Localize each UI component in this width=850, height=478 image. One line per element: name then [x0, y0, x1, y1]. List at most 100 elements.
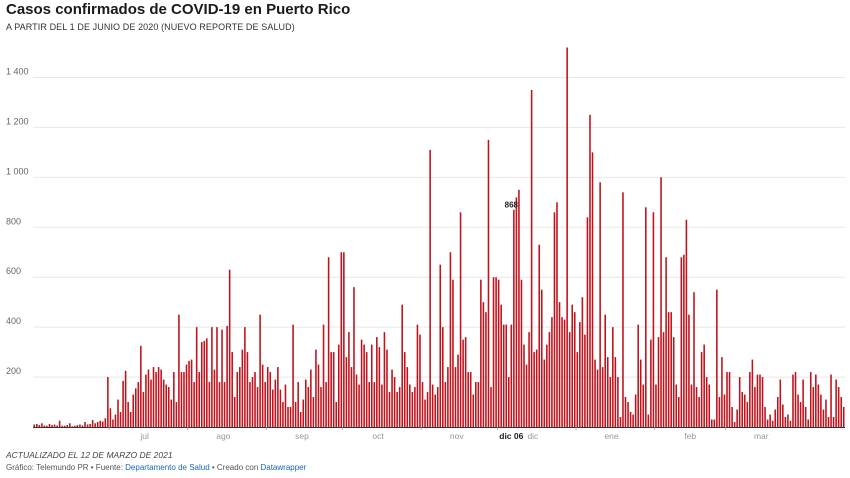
bar [134, 388, 137, 427]
bar [89, 424, 91, 427]
bar [378, 347, 381, 427]
bar [317, 364, 320, 427]
bar [645, 207, 647, 427]
bar [675, 384, 678, 427]
bar [403, 352, 406, 427]
bar [327, 257, 330, 427]
bar [782, 404, 784, 427]
bar [320, 387, 322, 427]
bar [475, 382, 477, 427]
bar [142, 392, 145, 427]
bar [132, 394, 135, 427]
bar [170, 399, 173, 427]
bar [723, 394, 726, 427]
bar [46, 425, 48, 427]
bar [505, 324, 508, 427]
chart-subtitle: A PARTIR DEL 1 DE JUNIO DE 2020 (NUEVO R… [6, 22, 295, 32]
bar [642, 384, 645, 427]
bar [515, 197, 518, 427]
x-highlight-label: dic 06 [499, 431, 523, 441]
bar [259, 314, 261, 427]
bar [764, 407, 766, 427]
bar [680, 257, 683, 427]
bar [360, 339, 363, 427]
bar [228, 269, 231, 427]
bar [190, 359, 193, 427]
bar [647, 414, 650, 427]
bar [43, 425, 46, 427]
bar [546, 344, 548, 427]
bar [746, 402, 749, 427]
bar [573, 312, 576, 427]
bar [799, 402, 802, 427]
y-tick-label: 200 [6, 366, 21, 376]
bar [236, 372, 239, 427]
bar [198, 372, 200, 427]
bar [183, 372, 185, 427]
bar [218, 382, 221, 427]
bar [449, 252, 452, 427]
bar [69, 423, 71, 427]
bar [718, 397, 721, 427]
bar [543, 359, 546, 427]
bar [563, 319, 566, 427]
bar [614, 357, 617, 427]
bar [249, 382, 251, 427]
bar [619, 417, 622, 427]
bar [685, 219, 688, 427]
bar [370, 344, 373, 427]
bar [244, 327, 246, 427]
bar [381, 384, 383, 427]
bar [53, 424, 56, 427]
bar [155, 372, 157, 427]
bar [160, 369, 162, 427]
bar [200, 342, 203, 427]
bar [36, 424, 38, 427]
bar [152, 367, 155, 427]
bar [622, 192, 624, 427]
bar [513, 209, 515, 427]
bar [660, 177, 662, 427]
bar [665, 257, 667, 427]
bar [299, 412, 302, 427]
bar [533, 352, 535, 427]
bar [421, 382, 424, 427]
bar [107, 377, 109, 427]
source-link[interactable]: Departamento de Salud [125, 463, 210, 472]
bar [41, 423, 43, 427]
bar [705, 377, 708, 427]
bar [129, 412, 132, 427]
bar [302, 399, 305, 427]
bar [510, 324, 513, 427]
datawrapper-link[interactable]: Datawrapper [260, 463, 307, 472]
bar [518, 189, 520, 427]
bar [365, 352, 368, 427]
bar [231, 352, 233, 427]
bar [716, 289, 718, 427]
bar [840, 397, 842, 427]
bar [193, 382, 195, 427]
bar [274, 379, 277, 427]
bar [188, 360, 190, 427]
bar [457, 354, 459, 427]
bar [117, 399, 119, 427]
bar [482, 302, 485, 427]
bar [733, 422, 736, 427]
bar [180, 372, 183, 427]
bar [507, 377, 510, 427]
bar [150, 379, 152, 427]
bar [66, 425, 69, 427]
bar [703, 344, 705, 427]
bar [310, 369, 312, 427]
x-tick-label: ene [604, 431, 618, 441]
bar [297, 382, 299, 427]
bar [761, 377, 764, 427]
bar [393, 377, 396, 427]
bar [444, 382, 447, 427]
bar [345, 357, 348, 427]
bar [726, 372, 728, 427]
bar [167, 387, 170, 427]
bar [825, 399, 827, 427]
bar [145, 374, 147, 427]
bar [591, 152, 594, 427]
